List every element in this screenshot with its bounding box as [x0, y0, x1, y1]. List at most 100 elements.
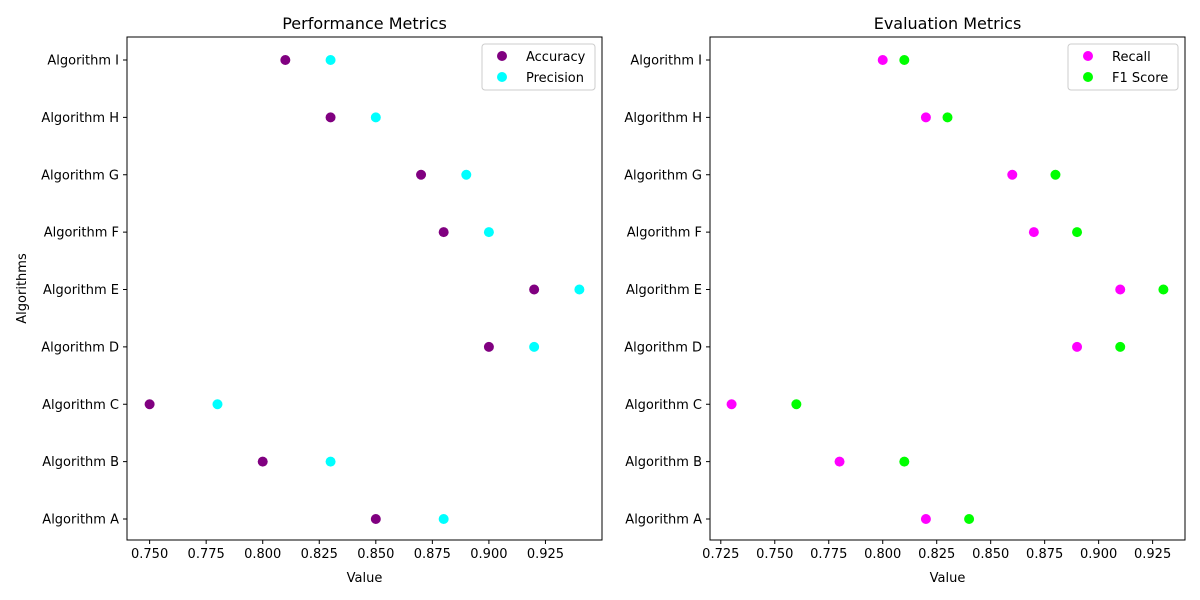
- evaluation-metrics-plot-area: [709, 36, 1186, 541]
- recall-point-algorithm-b: [834, 456, 845, 467]
- x-tick-label: 0.900: [470, 547, 507, 562]
- y-tick-label: Algorithm A: [625, 513, 702, 528]
- y-tick-label: Algorithm C: [625, 398, 702, 413]
- f1-score-point-algorithm-e: [1158, 284, 1169, 295]
- f1-score-point-algorithm-h: [942, 112, 953, 123]
- y-tick-label: Algorithm G: [41, 168, 119, 183]
- x-tick-label: 0.725: [702, 547, 739, 562]
- legend-label-f1-score: F1 Score: [1112, 71, 1168, 86]
- evaluation-metrics-x-ticks: 0.725 0.750 0.775 0.800 0.825 0.850 0.875 0.900…: [702, 540, 1171, 562]
- y-tick-label: Algorithm I: [47, 54, 119, 69]
- legend-marker-precision: [497, 72, 507, 82]
- accuracy-point-algorithm-e: [529, 284, 540, 295]
- accuracy-point-algorithm-c: [144, 399, 155, 410]
- legend-label-recall: Recall: [1112, 50, 1151, 65]
- performance-metrics-title: Performance Metrics: [282, 14, 447, 33]
- performance-metrics-legend: Accuracy Precision: [481, 43, 596, 91]
- precision-point-algorithm-g: [461, 169, 472, 180]
- x-tick-label: 0.850: [972, 547, 1009, 562]
- performance-metrics-points: [144, 55, 585, 524]
- x-tick-label: 0.825: [301, 547, 338, 562]
- f1-score-point-algorithm-f: [1072, 227, 1083, 238]
- performance-metrics-y-axis-label: Algorithms: [15, 253, 30, 324]
- y-tick-label: Algorithm G: [624, 168, 702, 183]
- recall-point-algorithm-h: [920, 112, 931, 123]
- recall-point-algorithm-c: [726, 399, 737, 410]
- legend-marker-f1-score: [1083, 72, 1093, 82]
- legend-frame: [1067, 43, 1179, 91]
- y-tick-label: Algorithm F: [627, 226, 702, 241]
- evaluation-metrics-panel: Evaluation Metrics 0.725 0.750 0.775 0.800 0…: [624, 14, 1186, 586]
- performance-metrics-x-ticks: 0.750 0.775 0.800 0.825 0.850 0.875 0.900 0.925: [131, 540, 564, 562]
- f1-score-point-algorithm-g: [1050, 169, 1061, 180]
- evaluation-metrics-x-axis-label: Value: [930, 571, 966, 586]
- x-tick-label: 0.800: [864, 547, 901, 562]
- legend-marker-recall: [1083, 51, 1093, 61]
- performance-metrics-x-axis-label: Value: [347, 571, 383, 586]
- recall-point-algorithm-f: [1028, 227, 1039, 238]
- legend-marker-accuracy: [497, 51, 507, 61]
- precision-point-algorithm-e: [574, 284, 585, 295]
- x-tick-label: 0.750: [756, 547, 793, 562]
- precision-point-algorithm-a: [438, 514, 449, 524]
- x-tick-label: 0.925: [527, 547, 564, 562]
- recall-point-algorithm-g: [1007, 169, 1018, 180]
- f1-score-point-algorithm-i: [899, 55, 910, 65]
- x-tick-label: 0.800: [244, 547, 281, 562]
- precision-point-algorithm-i: [325, 55, 336, 65]
- recall-point-algorithm-d: [1072, 341, 1083, 352]
- y-tick-label: Algorithm D: [41, 340, 119, 355]
- evaluation-metrics-title: Evaluation Metrics: [874, 14, 1022, 33]
- y-tick-label: Algorithm E: [626, 283, 702, 298]
- performance-metrics-panel: Performance Metrics 0.750 0.775 0.800 0.825…: [15, 14, 603, 586]
- y-tick-label: Algorithm H: [624, 111, 702, 126]
- accuracy-point-algorithm-d: [483, 341, 494, 352]
- x-tick-label: 0.875: [414, 547, 451, 562]
- accuracy-point-algorithm-g: [416, 169, 427, 180]
- accuracy-point-algorithm-b: [257, 456, 268, 467]
- x-tick-label: 0.775: [810, 547, 847, 562]
- x-tick-label: 0.925: [1134, 547, 1171, 562]
- x-tick-label: 0.875: [1026, 547, 1063, 562]
- y-tick-label: Algorithm D: [624, 340, 702, 355]
- recall-point-algorithm-e: [1115, 284, 1126, 295]
- accuracy-point-algorithm-i: [280, 55, 291, 65]
- y-tick-label: Algorithm E: [43, 283, 119, 298]
- x-tick-label: 0.750: [131, 547, 168, 562]
- f1-score-point-algorithm-b: [899, 456, 910, 467]
- f1-score-point-algorithm-c: [791, 399, 802, 410]
- y-tick-label: Algorithm F: [44, 226, 119, 241]
- evaluation-metrics-legend: Recall F1 Score: [1067, 43, 1179, 91]
- precision-point-algorithm-d: [529, 341, 540, 352]
- y-tick-label: Algorithm B: [625, 455, 702, 470]
- evaluation-metrics-y-ticks: Algorithm A Algorithm B Algorithm C Algorit…: [624, 54, 710, 528]
- f1-score-point-algorithm-d: [1115, 341, 1126, 352]
- legend-label-accuracy: Accuracy: [526, 50, 586, 65]
- legend-label-precision: Precision: [526, 71, 584, 86]
- performance-metrics-plot-area: [126, 36, 603, 541]
- recall-point-algorithm-i: [877, 55, 888, 65]
- x-tick-label: 0.775: [188, 547, 225, 562]
- accuracy-point-algorithm-a: [370, 514, 381, 524]
- precision-point-algorithm-c: [212, 399, 223, 410]
- precision-point-algorithm-b: [325, 456, 336, 467]
- accuracy-point-algorithm-f: [438, 227, 449, 238]
- y-tick-label: Algorithm B: [42, 455, 119, 470]
- y-tick-label: Algorithm H: [41, 111, 119, 126]
- y-tick-label: Algorithm C: [42, 398, 119, 413]
- x-tick-label: 0.900: [1080, 547, 1117, 562]
- x-tick-label: 0.825: [918, 547, 955, 562]
- y-tick-label: Algorithm I: [630, 54, 702, 69]
- performance-metrics-y-ticks: Algorithm A Algorithm B Algorithm C Algorit…: [41, 54, 127, 528]
- y-tick-label: Algorithm A: [42, 513, 119, 528]
- precision-point-algorithm-h: [370, 112, 381, 123]
- legend-frame: [481, 43, 596, 91]
- recall-point-algorithm-a: [920, 514, 931, 524]
- precision-point-algorithm-f: [483, 227, 494, 238]
- evaluation-metrics-points: [726, 55, 1169, 524]
- x-tick-label: 0.850: [357, 547, 394, 562]
- accuracy-point-algorithm-h: [325, 112, 336, 123]
- f1-score-point-algorithm-a: [964, 514, 975, 524]
